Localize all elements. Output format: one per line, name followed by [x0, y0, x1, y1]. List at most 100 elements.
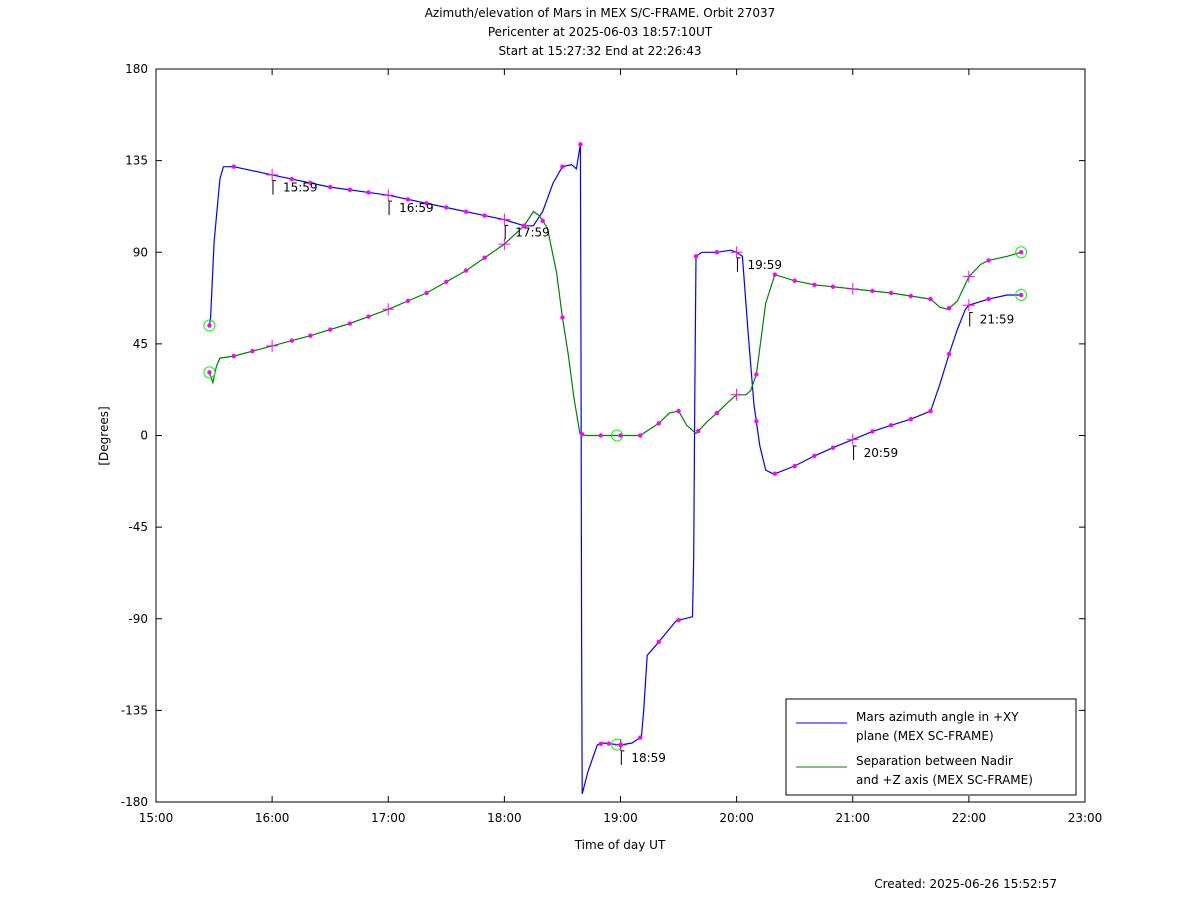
- series-0-data-point: [424, 201, 429, 206]
- series-0-data-point: [405, 197, 411, 202]
- time-mark-label: 18:59: [631, 751, 666, 765]
- series-1-data-point: [1018, 250, 1024, 255]
- series-0-data-point: [908, 417, 914, 422]
- series-0-data-point: [928, 408, 933, 414]
- series-layer: [208, 144, 1022, 795]
- x-axis-label: Time of day UT: [574, 838, 666, 852]
- marker-layer: 15:59 16:59 17:59 18:59 19:59 20:59 21:59: [203, 142, 1028, 765]
- legend-label-azimuth-1: Mars azimuth angle in +XY: [856, 710, 1019, 724]
- series-0-data-point: [676, 618, 681, 623]
- title-line-2: Pericenter at 2025-06-03 18:57:10UT: [488, 25, 713, 39]
- time-mark-tick: [272, 180, 276, 195]
- series-0-data-point: [366, 190, 371, 195]
- series-0-data-point: [888, 423, 894, 428]
- series-0-data-point: [772, 471, 778, 476]
- series-1-data-point: [618, 433, 623, 438]
- y-tick-label: 135: [125, 154, 148, 168]
- time-mark-label: 21:59: [980, 313, 1015, 327]
- y-tick-label: 45: [133, 337, 148, 351]
- series-1-data-point: [656, 421, 662, 426]
- series-1-data-point: [946, 306, 952, 311]
- series-0-data-point: [754, 419, 759, 424]
- series-0-data-point: [693, 254, 699, 259]
- legend: Mars azimuth angle in +XY plane (MEX SC-…: [785, 698, 1077, 796]
- legend-label-separation-1: Separation between Nadir: [856, 754, 1013, 768]
- series-1-data-point: [560, 315, 565, 320]
- series-1-data-point: [327, 327, 333, 332]
- series-1-data-point: [250, 348, 255, 354]
- axis-ticks: 15:00 16:00 17:00 18:00 19:00 20:00 21:00 22:00…: [121, 62, 1103, 825]
- series-0-hour-marker: [846, 433, 859, 446]
- series-1-data-point: [888, 290, 894, 296]
- series-1-data-point: [207, 370, 212, 375]
- series-1-hour-marker: [266, 339, 279, 352]
- time-mark-tick: [504, 224, 509, 240]
- series-0-data-point: [207, 323, 212, 328]
- y-tick-label: 180: [125, 62, 148, 76]
- series-1-data-point: [424, 290, 429, 296]
- series-1-hour-marker: [962, 270, 975, 283]
- series-1-hour-marker: [382, 303, 395, 316]
- series-0-data-point: [444, 205, 449, 210]
- x-tick-label: 19:00: [603, 811, 638, 825]
- legend-box: [785, 698, 1077, 796]
- series-1-data-point: [830, 284, 836, 290]
- series-0-data-point: [289, 176, 295, 182]
- series-0-hour-marker: [730, 246, 743, 259]
- series-0-data-point: [598, 741, 603, 746]
- y-tick-label: -45: [128, 520, 148, 534]
- series-1-data-point: [676, 408, 681, 414]
- series-1-data-point: [908, 293, 914, 299]
- series-0-data-point: [463, 209, 469, 214]
- title-line-1: Azimuth/elevation of Mars in MEX S/C-FRA…: [425, 6, 776, 20]
- y-tick-label: -135: [121, 703, 148, 717]
- time-mark-tick: [388, 200, 393, 216]
- x-tick-label: 23:00: [1068, 811, 1103, 825]
- series-1-data-point: [598, 433, 603, 438]
- x-tick-label: 20:00: [719, 811, 754, 825]
- series-0-data-point: [870, 429, 875, 434]
- series-1-data-point: [928, 296, 933, 302]
- series-1-data-point: [308, 333, 313, 338]
- series-1-data-point: [347, 321, 353, 326]
- time-mark-tick: [853, 445, 857, 461]
- series-0-data-point: [606, 741, 612, 746]
- series-0-hour-marker: [962, 299, 975, 312]
- series-line-0: [208, 144, 1022, 795]
- x-tick-label: 16:00: [255, 811, 290, 825]
- chart-title: Azimuth/elevation of Mars in MEX S/C-FRA…: [425, 6, 776, 58]
- x-tick-label: 15:00: [139, 811, 174, 825]
- series-0-data-point: [986, 296, 991, 302]
- series-1-data-point: [812, 282, 817, 288]
- created-timestamp: Created: 2025-06-26 15:52:57: [874, 877, 1057, 891]
- time-mark-label: 20:59: [864, 446, 899, 460]
- series-1-data-point: [754, 372, 759, 377]
- series-1-hour-marker: [498, 238, 511, 251]
- x-tick-label: 22:00: [952, 811, 987, 825]
- series-0-data-point: [638, 735, 643, 740]
- series-0-data-point: [231, 164, 237, 169]
- series-0-data-point: [812, 453, 817, 459]
- series-line-1: [208, 210, 1022, 437]
- series-1-data-point: [638, 433, 643, 438]
- series-0-data-point: [1018, 292, 1024, 298]
- y-tick-label: 0: [140, 429, 148, 443]
- series-1-data-point: [714, 410, 720, 416]
- time-mark-label: 15:59: [283, 181, 318, 195]
- series-1-data-point: [521, 223, 527, 228]
- series-0-endpoint-circle: [1015, 289, 1028, 302]
- series-0-data-point: [792, 463, 797, 469]
- series-0-data-point: [656, 639, 662, 644]
- series-1-data-point: [540, 218, 545, 224]
- series-0-endpoint-circle: [203, 319, 216, 332]
- time-mark-tick: [736, 257, 741, 272]
- series-1-data-point: [482, 255, 487, 260]
- series-1-data-point: [444, 279, 449, 284]
- y-tick-label: -180: [121, 795, 148, 809]
- series-1-data-point: [366, 314, 371, 319]
- series-0-data-point: [578, 142, 583, 147]
- series-1-data-point: [289, 338, 295, 343]
- time-mark-label: 19:59: [747, 258, 782, 272]
- series-0-data-point: [308, 180, 313, 186]
- legend-label-azimuth-2: plane (MEX SC-FRAME): [856, 729, 994, 743]
